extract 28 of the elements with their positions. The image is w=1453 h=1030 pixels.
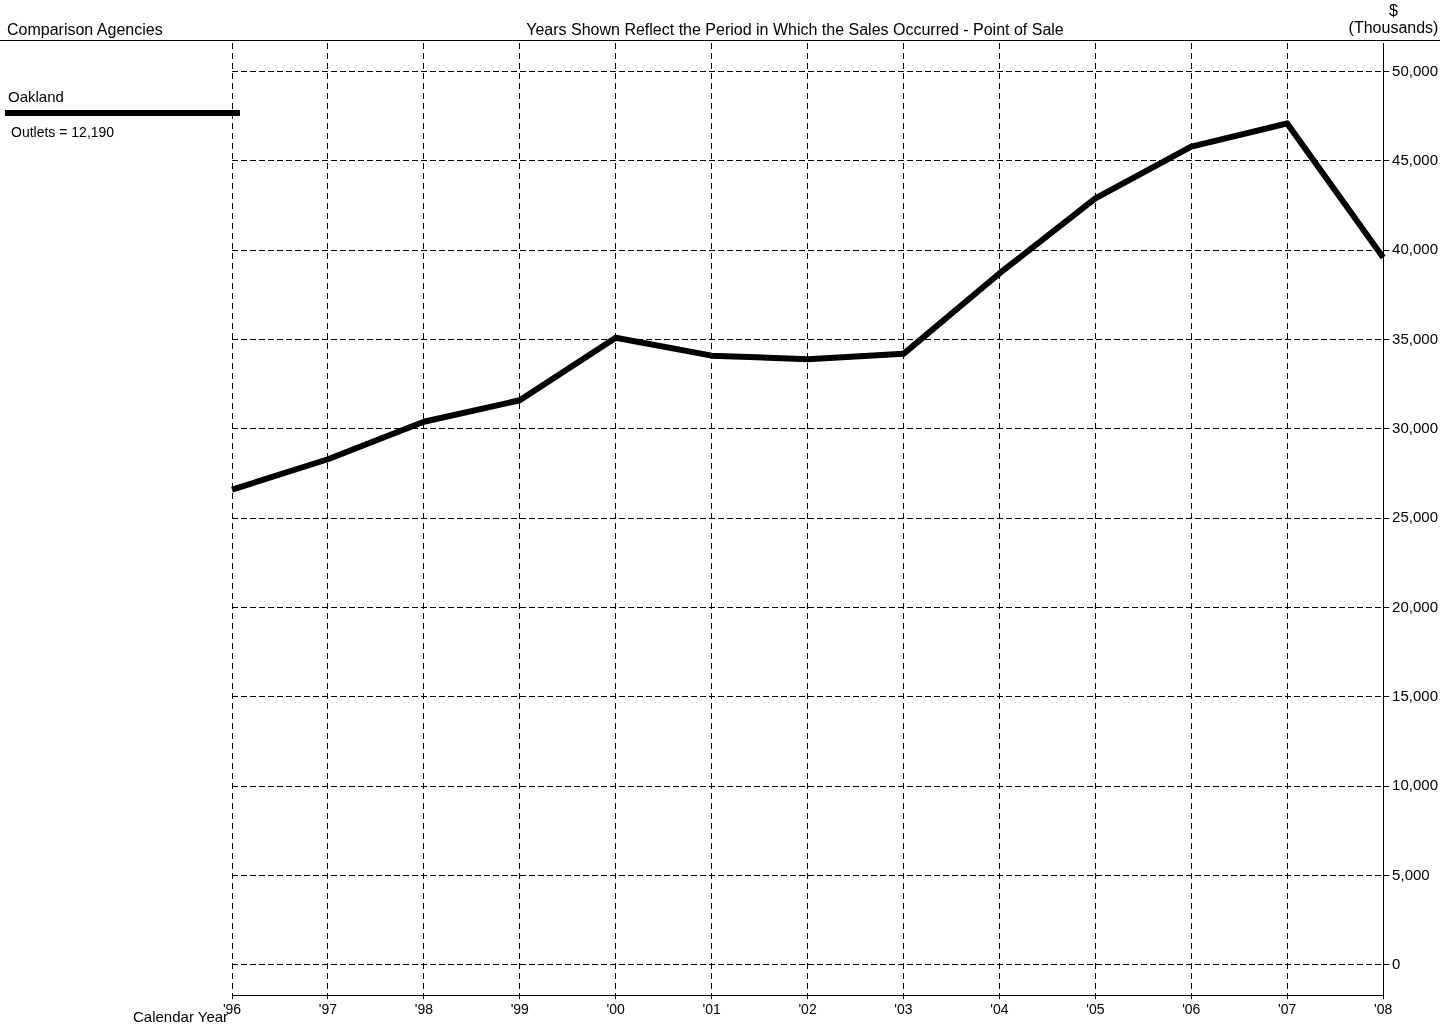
y-tick-label: 25,000 [1392, 508, 1439, 526]
x-tick-label: '03 [894, 1001, 913, 1018]
y-tick-label: 30,000 [1392, 419, 1439, 437]
chart-title: Years Shown Reflect the Period in Which the Sales Occurred - Point of Sale [525, 21, 1065, 39]
text: Oakland [8, 88, 64, 105]
x-tick-label: '06 [1182, 1001, 1201, 1018]
y-tick-label: 45,000 [1392, 151, 1439, 169]
y-axis-title: $ (Thousands) [1347, 2, 1440, 36]
y-tick-label: 10,000 [1392, 776, 1439, 794]
x-tick-label: '02 [798, 1001, 817, 1018]
y-tick-label: 50,000 [1392, 61, 1439, 79]
x-tick-label: '05 [1086, 1001, 1105, 1018]
legend-title: Comparison Agencies [7, 21, 163, 39]
x-tick-label: '01 [702, 1001, 721, 1018]
y-tick-label: 20,000 [1392, 597, 1439, 615]
x-tick-label: '00 [606, 1001, 626, 1018]
x-tick-label: '99 [510, 1001, 530, 1018]
x-tick-label: '04 [990, 1001, 1009, 1018]
x-tick-label: '07 [1278, 1001, 1297, 1018]
x-tick-label: '98 [414, 1001, 434, 1018]
x-tick-label: '97 [318, 1001, 338, 1018]
x-tick-label: '08 [1374, 1001, 1393, 1018]
text: Outlets = 12,190 [11, 124, 116, 140]
y-tick-label: 5,000 [1392, 865, 1430, 883]
y-tick-label: 15,000 [1392, 687, 1439, 704]
y-tick-label: 40,000 [1392, 240, 1439, 258]
y-tick-label: 35,000 [1392, 329, 1439, 347]
y-tick-label: 0 [1392, 954, 1401, 972]
